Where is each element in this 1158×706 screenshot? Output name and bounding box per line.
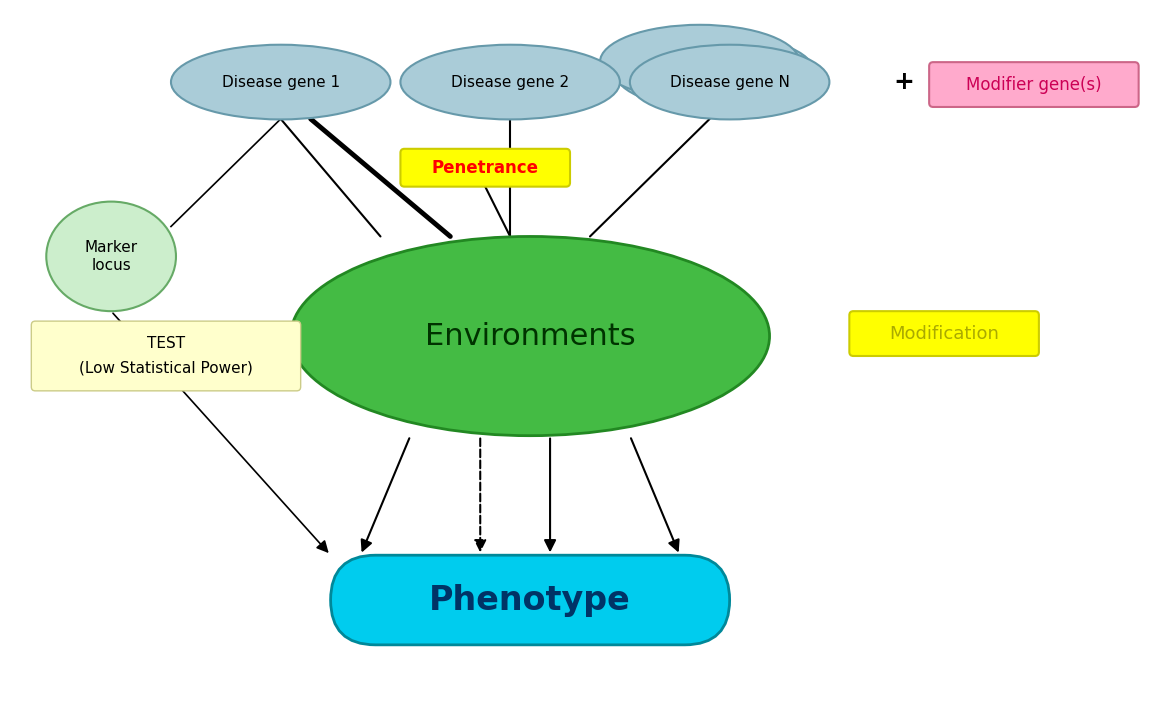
Ellipse shape (615, 35, 814, 109)
Text: Environments: Environments (425, 321, 636, 351)
Text: Modification: Modification (889, 325, 999, 342)
Text: Disease gene N: Disease gene N (669, 75, 790, 90)
FancyBboxPatch shape (330, 555, 730, 645)
Ellipse shape (630, 44, 829, 119)
Text: TEST
(Low Statistical Power): TEST (Low Statistical Power) (79, 336, 252, 376)
Text: Modifier gene(s): Modifier gene(s) (966, 76, 1101, 94)
Text: Marker
locus: Marker locus (85, 240, 138, 273)
Text: Penetrance: Penetrance (432, 159, 538, 176)
FancyBboxPatch shape (401, 149, 570, 186)
Text: Disease gene 2: Disease gene 2 (452, 75, 570, 90)
Ellipse shape (600, 25, 799, 100)
Text: +: + (894, 70, 915, 94)
FancyBboxPatch shape (849, 311, 1039, 356)
Ellipse shape (401, 44, 620, 119)
FancyBboxPatch shape (929, 62, 1138, 107)
FancyBboxPatch shape (31, 321, 301, 391)
Ellipse shape (171, 44, 390, 119)
Text: Disease gene 1: Disease gene 1 (221, 75, 339, 90)
Ellipse shape (291, 237, 770, 436)
Ellipse shape (46, 202, 176, 311)
Text: Phenotype: Phenotype (430, 584, 631, 616)
